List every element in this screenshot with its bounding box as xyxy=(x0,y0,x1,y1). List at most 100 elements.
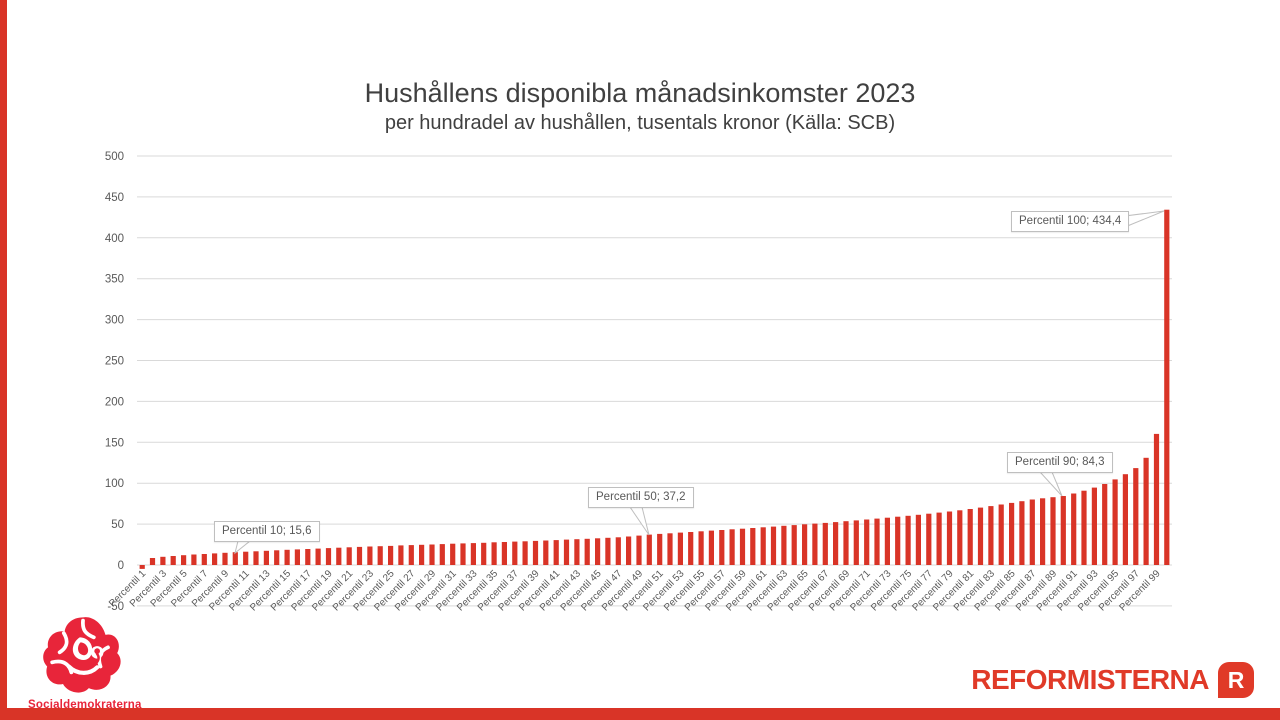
bar-percentil-81 xyxy=(967,509,973,565)
bar-percentil-33 xyxy=(470,543,476,565)
bar-percentil-72 xyxy=(874,518,880,565)
bar-percentil-77 xyxy=(926,513,932,565)
bar-percentil-20 xyxy=(336,547,342,565)
bar-percentil-22 xyxy=(356,546,363,565)
bar-percentil-5 xyxy=(181,555,187,565)
bar-percentil-40 xyxy=(543,540,549,565)
bar-percentil-19 xyxy=(325,548,332,565)
bar-percentil-53 xyxy=(677,532,683,565)
bar-percentil-94 xyxy=(1102,484,1108,565)
y-axis-tick: 150 xyxy=(105,437,124,449)
bar-percentil-97 xyxy=(1133,468,1139,565)
bar-percentil-50 xyxy=(646,534,652,565)
bar-percentil-75 xyxy=(905,515,911,565)
bar-percentil-63 xyxy=(781,525,787,565)
bar-percentil-95 xyxy=(1112,479,1118,565)
y-axis-tick: 500 xyxy=(105,151,124,163)
bar-percentil-46 xyxy=(605,537,611,565)
bar-percentil-83 xyxy=(988,506,994,565)
bar-percentil-64 xyxy=(791,525,797,565)
bottom-red-stripe xyxy=(0,708,1280,720)
bar-percentil-13 xyxy=(263,550,269,565)
bar-percentil-100 xyxy=(1164,209,1170,565)
bar-percentil-28 xyxy=(419,544,425,565)
bar-percentil-85 xyxy=(1009,502,1015,565)
y-axis-tick: 400 xyxy=(105,233,124,245)
bar-percentil-60 xyxy=(750,528,756,565)
bar-percentil-67 xyxy=(822,522,828,565)
y-axis-tick: 250 xyxy=(105,356,124,368)
reformisterna-badge-letter: R xyxy=(1227,666,1245,693)
bar-percentil-49 xyxy=(636,535,642,565)
callout-pointer xyxy=(629,506,650,536)
bar-percentil-31 xyxy=(450,543,456,565)
bar-percentil-52 xyxy=(667,533,673,565)
bar-percentil-3 xyxy=(160,556,166,565)
bar-percentil-45 xyxy=(595,538,601,565)
reformisterna-logo: REFORMISTERNA R xyxy=(971,662,1254,698)
bar-percentil-9 xyxy=(222,552,228,565)
bar-percentil-35 xyxy=(491,542,497,565)
y-axis-tick: 450 xyxy=(105,192,124,204)
bar-percentil-44 xyxy=(584,538,590,565)
bar-percentil-78 xyxy=(936,512,942,565)
bar-percentil-4 xyxy=(170,556,176,565)
bar-percentil-23 xyxy=(367,546,373,565)
y-axis-tick: 0 xyxy=(118,560,124,572)
bar-percentil-43 xyxy=(574,539,580,565)
bar-percentil-39 xyxy=(532,540,539,565)
bar-percentil-59 xyxy=(739,528,746,565)
bar-percentil-38 xyxy=(522,541,528,565)
bar-percentil-87 xyxy=(1029,499,1035,565)
bar-percentil-48 xyxy=(626,536,632,565)
bar-percentil-65 xyxy=(802,524,808,565)
bar-percentil-2 xyxy=(149,558,156,565)
bar-percentil-61 xyxy=(760,527,766,565)
rose-icon xyxy=(43,617,121,693)
bar-percentil-62 xyxy=(770,526,777,565)
bar-percentil-56 xyxy=(708,530,714,565)
bar-percentil-84 xyxy=(998,504,1004,565)
bar-percentil-29 xyxy=(429,544,435,565)
bar-percentil-88 xyxy=(1040,498,1046,565)
bar-percentil-18 xyxy=(315,548,321,565)
bar-percentil-11 xyxy=(243,551,249,565)
bar-percentil-58 xyxy=(729,529,735,565)
bar-percentil-71 xyxy=(864,519,870,565)
bar-percentil-36 xyxy=(501,542,507,565)
bar-percentil-16 xyxy=(294,549,300,565)
bar-percentil-12 xyxy=(253,551,259,565)
left-red-stripe xyxy=(0,0,7,720)
y-axis-tick: 50 xyxy=(111,519,124,531)
bar-percentil-7 xyxy=(201,554,207,565)
bar-percentil-8 xyxy=(212,553,218,565)
y-axis-tick: 350 xyxy=(105,274,124,286)
bar-percentil-73 xyxy=(884,517,890,565)
bar-percentil-82 xyxy=(977,507,984,565)
bar-percentil-21 xyxy=(346,547,352,565)
bar-percentil-66 xyxy=(812,523,818,565)
y-axis-tick: -50 xyxy=(107,601,124,613)
bar-percentil-69 xyxy=(843,521,849,565)
bar-percentil-51 xyxy=(657,533,663,565)
bar-percentil-93 xyxy=(1091,487,1097,565)
bar-percentil-32 xyxy=(460,543,466,565)
bar-percentil-41 xyxy=(553,540,559,565)
y-axis-tick: 300 xyxy=(105,315,124,327)
bar-percentil-6 xyxy=(191,554,197,565)
y-axis-tick: 200 xyxy=(105,396,124,408)
callout-pointer xyxy=(234,540,252,555)
bar-percentil-1 xyxy=(139,565,145,569)
bar-percentil-30 xyxy=(439,544,445,565)
chart-subtitle: per hundradel av hushållen, tusentals kr… xyxy=(384,112,896,134)
reformisterna-badge-icon: R xyxy=(1218,662,1254,698)
bar-percentil-10 xyxy=(232,552,238,565)
socialdemokraterna-label: Socialdemokraterna xyxy=(28,699,142,711)
bar-percentil-55 xyxy=(698,531,704,565)
bar-percentil-24 xyxy=(377,546,383,565)
callout-pointer xyxy=(1038,471,1063,497)
bar-percentil-68 xyxy=(833,522,839,565)
bar-percentil-74 xyxy=(895,516,901,565)
bar-percentil-99 xyxy=(1153,433,1160,565)
